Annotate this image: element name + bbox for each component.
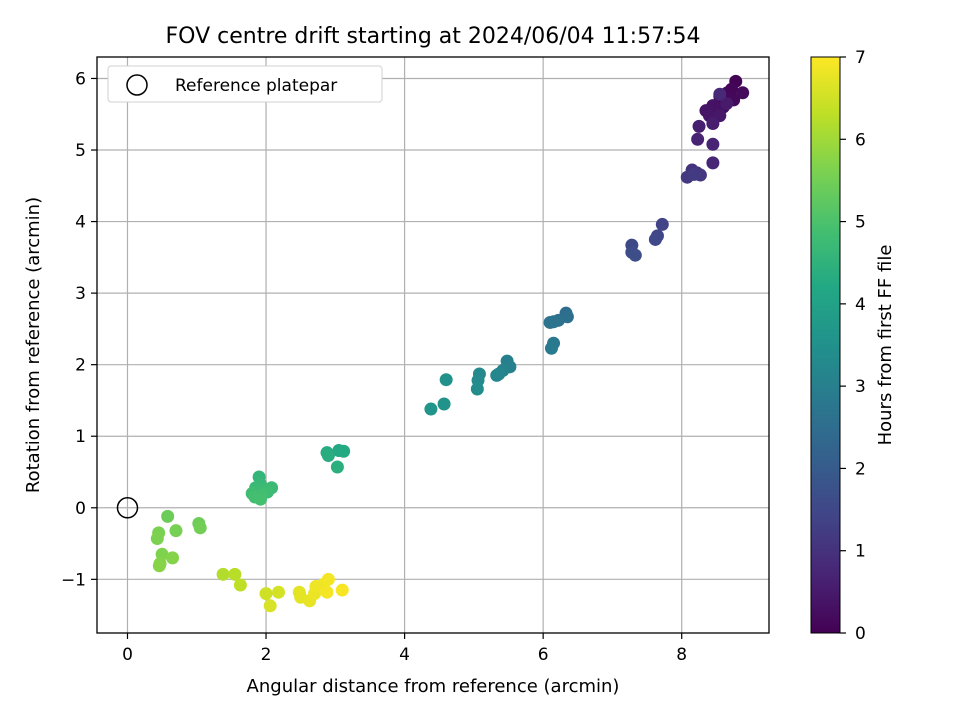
scatter-point [439,373,453,387]
scatter-point [628,248,642,262]
scatter-point [263,599,277,613]
y-tick-label: 0 [75,499,86,519]
y-tick-label: 2 [75,356,86,376]
scatter-point [193,521,207,535]
legend-reference-marker [126,74,148,96]
scatter-point [470,382,484,396]
y-axis-ticks: −1 0 1 2 3 4 5 6 [61,69,97,590]
scatter-point [437,397,451,411]
chart-title: FOV centre drift starting at 2024/06/04 … [166,24,701,49]
x-axis-label: Angular distance from reference (arcmin) [247,676,620,697]
scatter-point [713,87,727,101]
scatter-point [706,117,720,131]
x-axis-ticks: 0 2 4 6 8 [122,633,687,665]
scatter-point [152,559,166,573]
scatter-point [547,315,561,329]
scatter-point [228,567,242,581]
scatter-point [692,119,706,133]
scatter-point [169,524,183,538]
x-tick-label: 0 [122,645,133,665]
plot-area-frame [96,56,770,634]
y-tick-label: 1 [75,427,86,447]
x-tick-label: 8 [676,645,687,665]
grid [97,57,769,633]
scatter-point [687,167,701,181]
scatter-point [216,567,230,581]
scatter-point [161,509,175,523]
colorbar-tick-label: 6 [855,130,866,150]
scatter-point [691,132,705,146]
scatter-point [736,86,750,100]
colorbar-tick-label: 5 [855,213,866,233]
scatter-point [424,402,438,416]
scatter-point [335,583,349,597]
colorbar-tick-label: 3 [855,377,866,397]
legend-box [107,65,383,103]
colorbar-ticks: 0 1 2 3 4 5 6 7 [840,48,866,644]
y-tick-label: 5 [75,141,86,161]
scatter-point [544,341,558,355]
colorbar-tick-label: 4 [855,295,866,315]
scatter-point [490,368,504,382]
colorbar-label: Hours from first FF file [875,245,896,446]
scatter-point [321,572,335,586]
y-axis-label: Rotation from reference (arcmin) [23,197,44,493]
scatter-point [259,587,273,601]
scatter-point [321,449,335,463]
y-tick-label: −1 [61,570,86,590]
x-tick-label: 6 [538,645,549,665]
scatter-point [337,444,351,458]
y-tick-label: 3 [75,284,86,304]
legend-entry-reference-platepar: Reference platepar [175,76,337,96]
scatter-point [706,137,720,151]
reference-platepar-marker [116,497,139,519]
y-tick-label: 4 [75,213,86,233]
scatter-points [150,74,750,613]
scatter-point [706,156,720,170]
scatter-point [272,585,286,599]
colorbar-tick-label: 1 [855,542,866,562]
colorbar [810,56,841,634]
legend: Reference platepar [107,65,383,103]
x-tick-label: 4 [399,645,410,665]
y-tick-label: 6 [75,69,86,89]
scatter-point [655,217,669,231]
scatter-point [720,97,734,111]
scatter-point [233,578,247,592]
scatter-point [330,460,344,474]
scatter-point [150,532,164,546]
colorbar-tick-label: 2 [855,459,866,479]
scatter-point [320,585,334,599]
x-tick-label: 2 [261,645,272,665]
scatter-point [648,232,662,246]
colorbar-tick-label: 7 [855,48,866,68]
scatter-point [253,492,267,506]
colorbar-tick-label: 0 [855,624,866,644]
reference-point [116,497,139,519]
scatter-point [166,551,180,565]
